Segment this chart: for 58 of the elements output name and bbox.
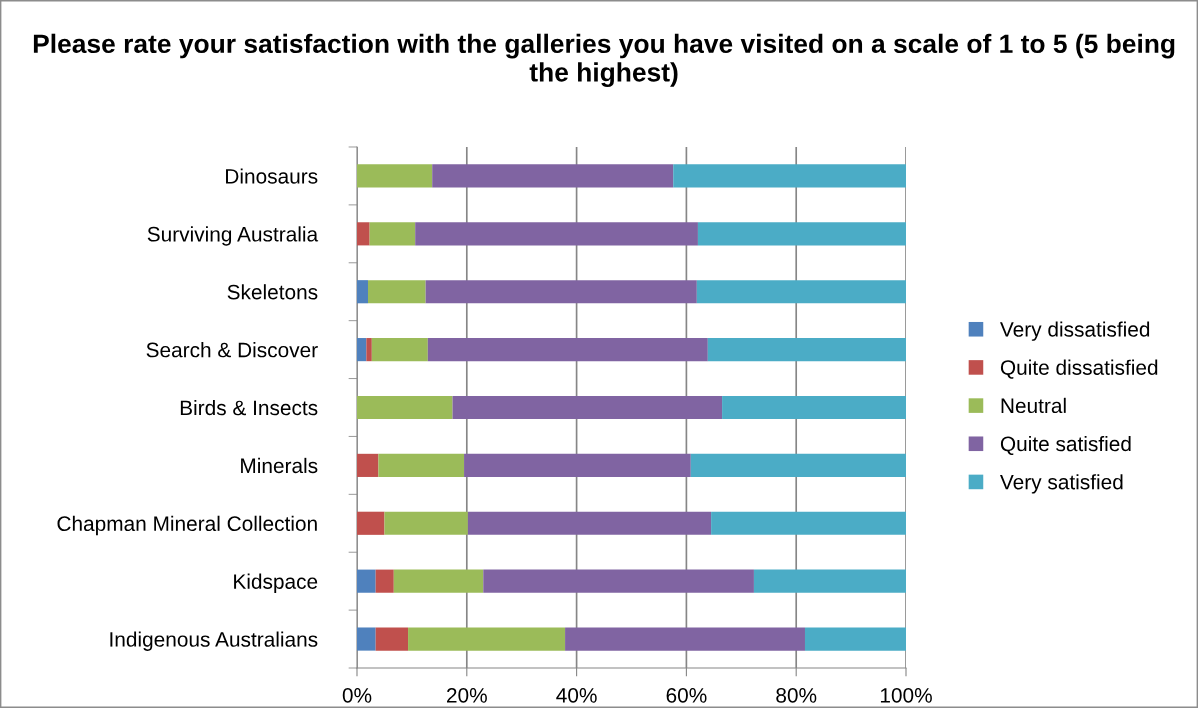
y-tick-label: Kidspace [234,573,318,594]
bar [375,569,394,593]
x-tick-label: 80% [776,687,817,703]
bar [357,222,370,246]
bar [367,280,426,304]
bar [452,395,723,420]
bar [690,453,906,477]
legend-label: Very dissatisfied [1000,321,1150,341]
bar [378,453,465,477]
bar [464,453,691,477]
bar [357,569,376,593]
y-tick-label: Indigenous Australians [110,631,318,651]
bar [804,627,906,651]
bar [408,627,566,651]
bar [393,569,484,593]
bar [673,164,906,188]
x-tick-label: 40% [556,687,597,703]
bar [357,627,376,651]
bar [467,511,712,535]
x-tick-label: 20% [447,687,487,703]
chart-title: Please rate your satisfaction with the galleries you have visited on a scale of 1 to 5 (5 being the highest) [33,33,1175,87]
y-tick-label: Birds & Insects [180,399,318,416]
y-tick-label: Minerals [241,457,318,474]
bar [357,280,368,304]
x-tick-label: 60% [666,687,707,703]
bar [371,338,428,362]
bar [425,280,697,304]
legend-label: Neutral [1001,397,1066,414]
bar [427,338,708,362]
bar [369,222,416,246]
y-tick-label: Skeletons [227,284,318,300]
bar [357,511,385,535]
bar [357,453,379,477]
bar [357,395,453,420]
bar [697,222,906,246]
bar [366,338,372,362]
y-tick-label: Chapman Mineral Collection [57,515,317,536]
bar [696,280,906,304]
legend-label: Very satisfied [1000,474,1123,494]
legend-label: Quite dissatisfied [1000,359,1158,379]
bar [357,164,433,188]
y-tick-label: Surviving Australia [147,226,319,246]
x-tick-label: 100% [880,687,932,703]
y-tick-label: Search & Discover [146,342,318,358]
y-tick-label: Dinosaurs [226,168,318,184]
bar [375,627,409,651]
bar [753,569,906,593]
bar [483,569,754,593]
bar [565,627,805,651]
x-tick-label: 0% [342,687,372,703]
bar [707,338,906,362]
bar [384,511,468,535]
bar [722,395,906,420]
bar [415,222,698,246]
bar [432,164,674,188]
legend-label: Quite satisfied [1000,435,1131,455]
bar [357,338,367,362]
bar [711,511,906,535]
